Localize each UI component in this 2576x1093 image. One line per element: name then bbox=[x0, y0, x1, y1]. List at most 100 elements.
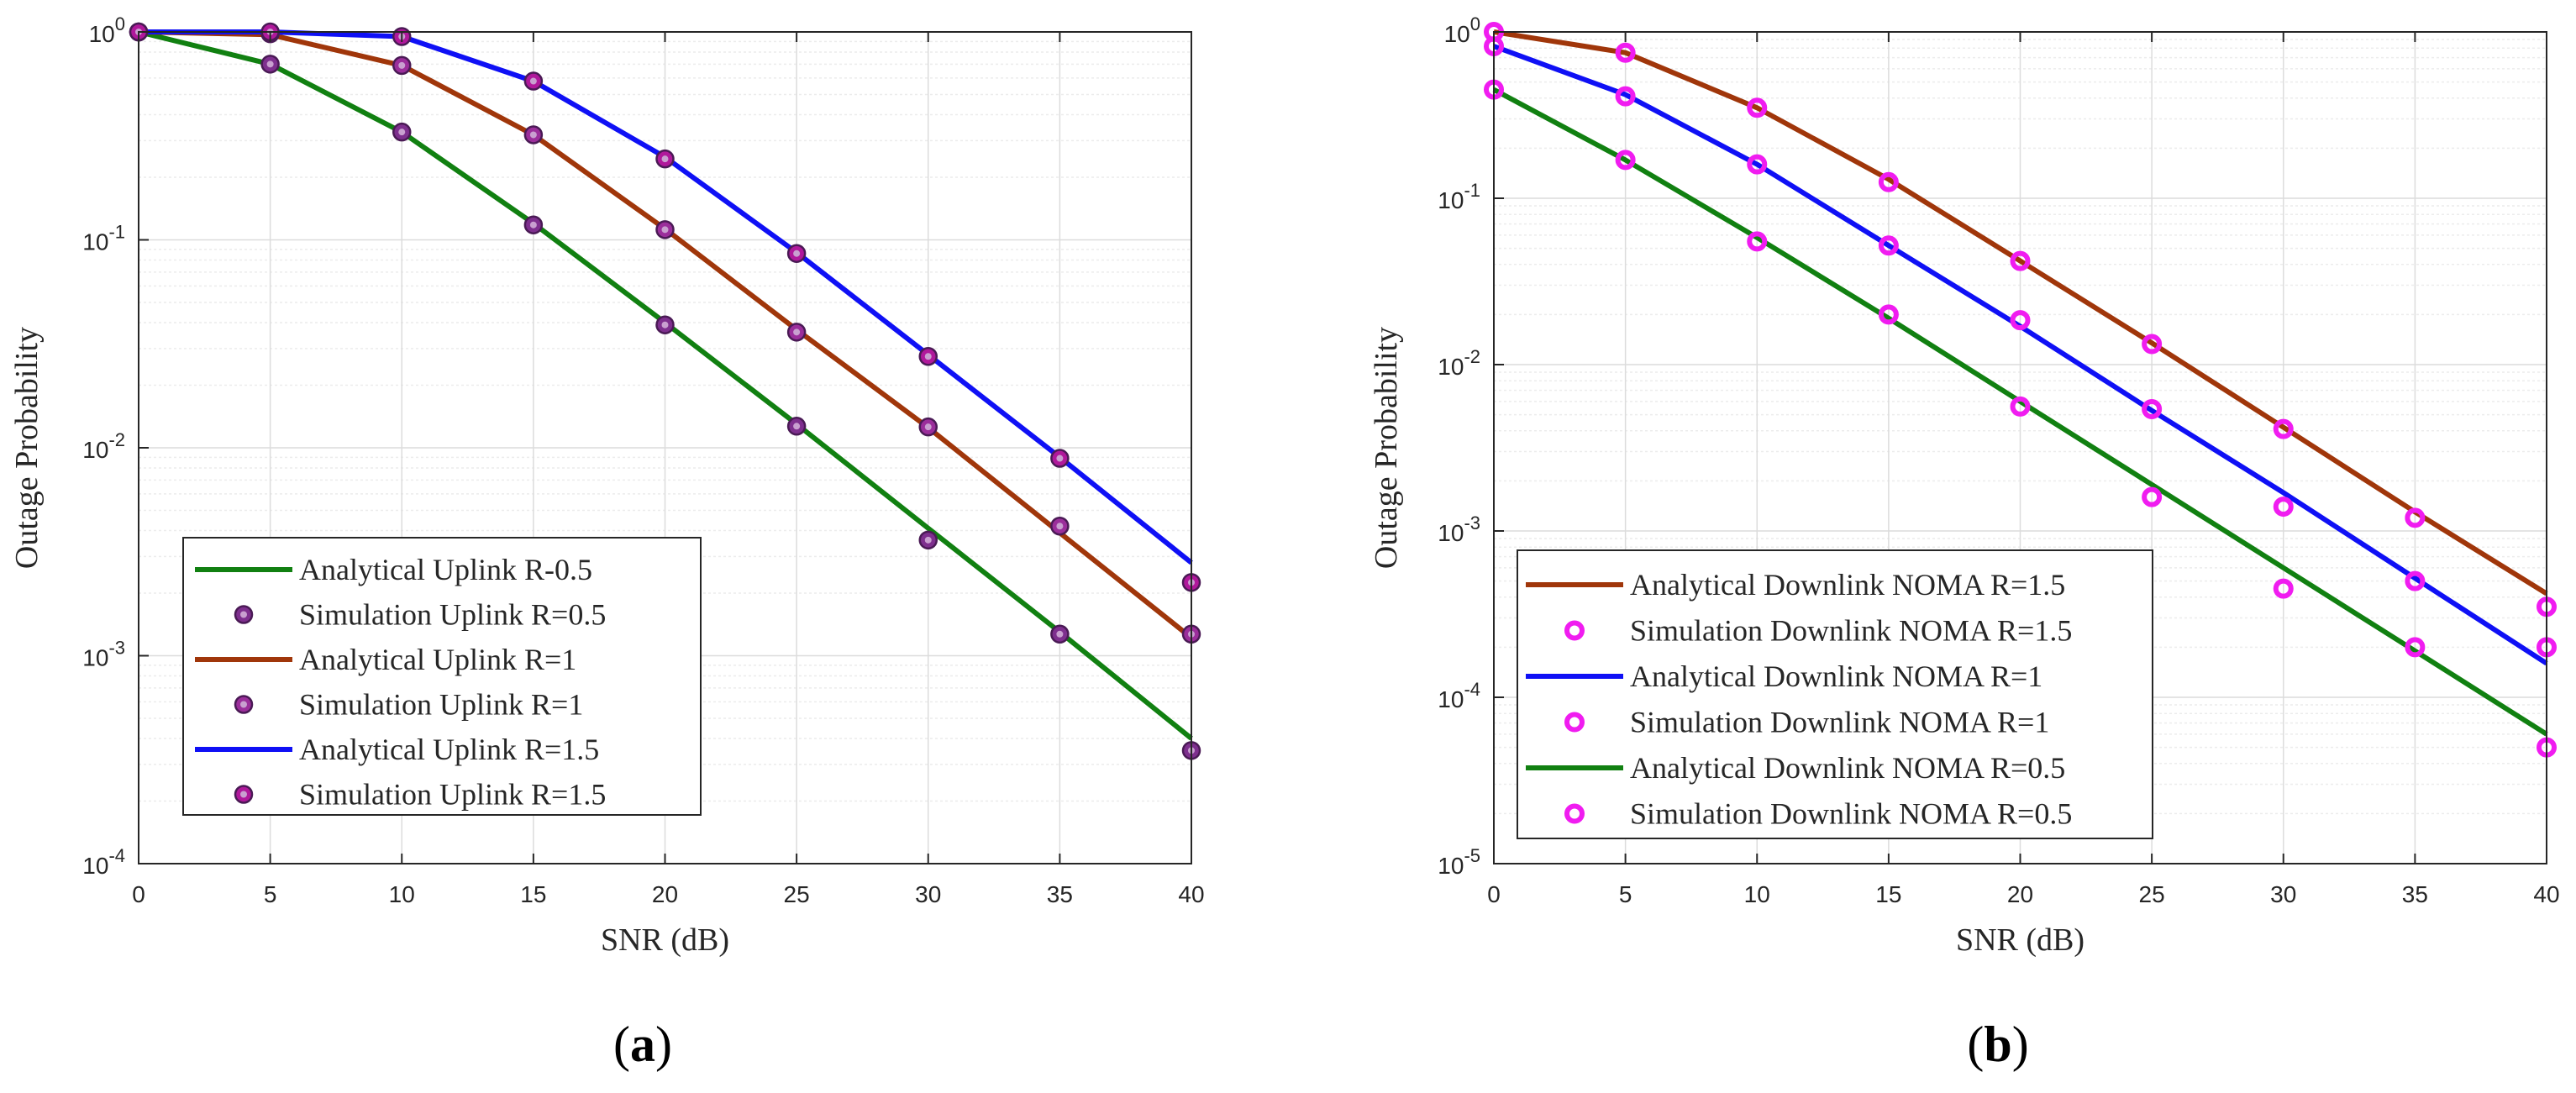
legend-item: Simulation Uplink R=0.5 bbox=[234, 598, 606, 632]
data-point-center bbox=[529, 131, 537, 139]
data-point bbox=[1878, 304, 1899, 325]
data-point bbox=[1747, 231, 1768, 252]
y-tick-base: 10 bbox=[1438, 686, 1464, 712]
legend-label: Analytical Downlink NOMA R=0.5 bbox=[1630, 751, 2065, 785]
x-tick-label: 5 bbox=[264, 881, 277, 907]
data-point-center bbox=[1056, 455, 1064, 462]
caption-letter: b bbox=[1984, 1017, 2011, 1072]
legend: Analytical Downlink NOMA R=1.5 Simulation… bbox=[1517, 549, 2153, 839]
legend-label: Analytical Downlink NOMA R=1.5 bbox=[1630, 568, 2065, 602]
y-tick-exponent: 0 bbox=[1470, 13, 1480, 34]
legend-label: Simulation Uplink R=1.5 bbox=[299, 778, 606, 812]
panel-caption: (a) bbox=[613, 1017, 672, 1072]
legend-label: Analytical Uplink R=1 bbox=[299, 643, 576, 676]
y-tick-base: 10 bbox=[82, 853, 108, 879]
legend-marker-swatch bbox=[1564, 712, 1585, 733]
data-point bbox=[1615, 42, 1636, 63]
legend-marker-center bbox=[240, 701, 247, 708]
y-tick-label: 100 bbox=[89, 13, 125, 47]
data-point bbox=[2142, 486, 2163, 507]
data-point-center bbox=[266, 60, 274, 68]
data-point bbox=[2142, 334, 2163, 355]
y-tick-exponent: -2 bbox=[1464, 346, 1480, 367]
legend-marker-swatch bbox=[1564, 803, 1585, 824]
data-point-center bbox=[398, 129, 406, 136]
y-tick-base: 10 bbox=[82, 229, 108, 255]
y-tick-base: 10 bbox=[1438, 354, 1464, 380]
y-tick-exponent: -3 bbox=[108, 638, 125, 659]
data-point bbox=[1615, 150, 1636, 171]
y-tick-exponent: -2 bbox=[108, 429, 125, 450]
data-point bbox=[1878, 235, 1899, 256]
legend-item: Analytical Downlink NOMA R=1.5 bbox=[1526, 568, 2065, 602]
legend-item: Analytical Uplink R=1 bbox=[195, 643, 576, 676]
series-line-5 bbox=[1492, 87, 2548, 737]
legend: Analytical Uplink R-0.5 Simulation Uplink… bbox=[182, 537, 702, 816]
x-axis-label: SNR (dB) bbox=[1956, 922, 2084, 958]
legend-label: Simulation Downlink NOMA R=0.5 bbox=[1630, 797, 2072, 831]
y-tick-label: 10-5 bbox=[1438, 845, 1480, 879]
legend-label: Simulation Uplink R=1 bbox=[299, 688, 583, 722]
y-tick-label: 10-4 bbox=[82, 845, 125, 879]
y-tick-base: 10 bbox=[1438, 853, 1464, 879]
data-point-center bbox=[793, 423, 801, 430]
data-point-center bbox=[529, 221, 537, 229]
data-point-center bbox=[924, 353, 932, 360]
caption-close-paren: ) bbox=[655, 1017, 672, 1072]
data-point bbox=[2405, 637, 2426, 658]
y-tick-label: 10-2 bbox=[82, 429, 125, 463]
x-tick-label: 35 bbox=[2402, 881, 2428, 907]
data-point-center bbox=[661, 226, 669, 234]
y-tick-exponent: -4 bbox=[108, 845, 125, 866]
y-tick-exponent: -5 bbox=[1464, 845, 1480, 866]
series-markers-6 bbox=[129, 22, 1201, 592]
x-tick-label: 20 bbox=[2007, 881, 2033, 907]
data-point bbox=[1747, 97, 1768, 118]
y-tick-base: 10 bbox=[1438, 520, 1464, 546]
x-tick-label: 20 bbox=[652, 881, 678, 907]
legend-item: Simulation Uplink R=1.5 bbox=[234, 778, 606, 812]
y-tick-base: 10 bbox=[89, 21, 115, 47]
caption-close-paren: ) bbox=[2012, 1017, 2029, 1072]
caption-open-paren: ( bbox=[613, 1017, 630, 1072]
data-point-center bbox=[793, 250, 801, 257]
data-point bbox=[2273, 418, 2294, 439]
data-point bbox=[2010, 250, 2031, 271]
legend-label: Simulation Downlink NOMA R=1.5 bbox=[1630, 614, 2072, 648]
x-tick-label: 15 bbox=[520, 881, 546, 907]
chart-panel-b: 0 5 10 15 20 25 30 35 4010-510-410-310-210-1100S… bbox=[1369, 13, 2560, 1072]
data-point bbox=[2273, 578, 2294, 599]
legend-label: Analytical Uplink R-0.5 bbox=[299, 553, 592, 586]
y-tick-label: 10-3 bbox=[1438, 512, 1480, 546]
y-tick-exponent: -1 bbox=[1464, 180, 1480, 201]
data-point bbox=[2405, 507, 2426, 528]
panel-caption: (b) bbox=[1967, 1017, 2028, 1072]
x-tick-label: 25 bbox=[784, 881, 810, 907]
legend-item: Simulation Downlink NOMA R=1 bbox=[1564, 706, 2049, 739]
y-tick-label: 10-4 bbox=[1438, 679, 1480, 712]
data-point-center bbox=[661, 155, 669, 163]
legend-item: Analytical Downlink NOMA R=0.5 bbox=[1526, 751, 2065, 785]
y-tick-exponent: -3 bbox=[1464, 512, 1480, 533]
caption-letter: a bbox=[630, 1017, 655, 1072]
data-point bbox=[2142, 398, 2163, 419]
x-tick-label: 15 bbox=[1875, 881, 1901, 907]
y-tick-label: 100 bbox=[1444, 13, 1480, 47]
series-line-1 bbox=[1493, 29, 2548, 596]
data-point bbox=[2273, 497, 2294, 518]
x-tick-label: 30 bbox=[2270, 881, 2296, 907]
legend-item: Analytical Uplink R-0.5 bbox=[195, 553, 592, 586]
x-tick-label: 35 bbox=[1047, 881, 1073, 907]
y-tick-label: 10-2 bbox=[1438, 346, 1480, 380]
data-point-center bbox=[924, 423, 932, 431]
x-tick-label: 40 bbox=[1178, 881, 1204, 907]
y-tick-label: 10-1 bbox=[1438, 180, 1480, 213]
data-point-center bbox=[924, 536, 932, 544]
x-tick-label: 10 bbox=[1744, 881, 1770, 907]
x-tick-label: 30 bbox=[915, 881, 941, 907]
x-tick-label: 40 bbox=[2533, 881, 2559, 907]
legend-box bbox=[1517, 549, 2153, 839]
legend-label: Simulation Uplink R=0.5 bbox=[299, 598, 606, 632]
